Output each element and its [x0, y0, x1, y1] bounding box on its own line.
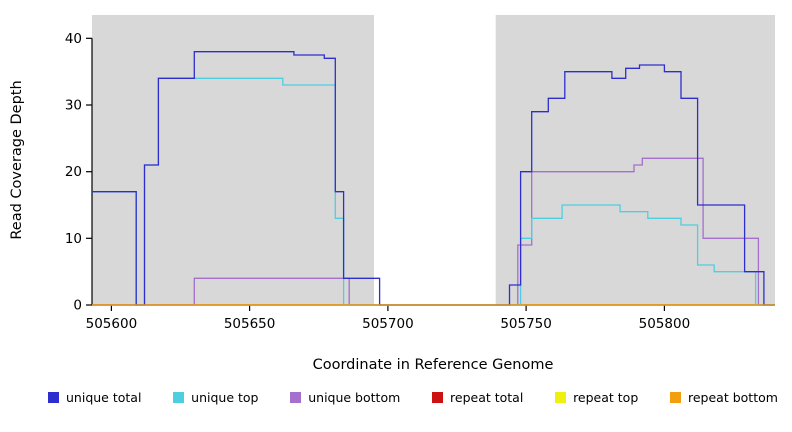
- legend-label-repeat-top: repeat top: [573, 390, 639, 405]
- legend-item-unique-top: unique top: [173, 390, 258, 405]
- x-tick-label: 505700: [362, 316, 414, 332]
- series-line-unique-bottom: [92, 157, 775, 306]
- y-tick-label: 0: [73, 298, 82, 314]
- legend-label-repeat-total: repeat total: [450, 390, 524, 405]
- chart-legend: unique total unique top unique bottom repea…: [0, 390, 792, 405]
- legend-swatch-repeat-total: [432, 392, 444, 403]
- x-tick-label: 505750: [500, 316, 552, 332]
- y-tick-label: 20: [65, 164, 82, 180]
- x-tick-label: 505600: [86, 316, 138, 332]
- y-tick-label: 40: [65, 31, 82, 47]
- series-line-unique-total: [92, 51, 775, 306]
- coverage-plot: 505600 505650 505700 505750 505800 0 10 20 30 40 R…: [9, 15, 775, 332]
- legend-label-repeat-bottom: repeat bottom: [688, 390, 778, 405]
- shaded-region: [92, 15, 374, 305]
- legend-label-unique-top: unique top: [191, 390, 259, 405]
- legend-label-unique-total: unique total: [66, 390, 142, 405]
- legend-swatch-repeat-top: [555, 392, 567, 403]
- legend-swatch-repeat-bottom: [670, 392, 681, 403]
- y-tick-label: 10: [65, 231, 82, 247]
- y-tick-label: 30: [65, 98, 82, 114]
- legend-swatch-unique-top: [173, 392, 185, 403]
- x-tick-label: 505650: [224, 316, 276, 332]
- legend-item-repeat-bottom: repeat bottom: [670, 390, 778, 405]
- shaded-region: [495, 15, 775, 305]
- legend-label-unique-bottom: unique bottom: [308, 390, 401, 405]
- y-axis-title: Read Coverage Depth: [9, 80, 25, 239]
- legend-item-repeat-total: repeat total: [432, 390, 523, 405]
- legend-swatch-unique-bottom: [290, 392, 302, 403]
- legend-item-repeat-top: repeat top: [555, 390, 638, 405]
- x-tick-label: 505800: [639, 316, 691, 332]
- legend-item-unique-bottom: unique bottom: [290, 390, 400, 405]
- legend-item-unique-total: unique total: [48, 390, 141, 405]
- x-axis-title: Coordinate in Reference Genome: [312, 357, 554, 373]
- legend-swatch-unique-total: [48, 392, 59, 403]
